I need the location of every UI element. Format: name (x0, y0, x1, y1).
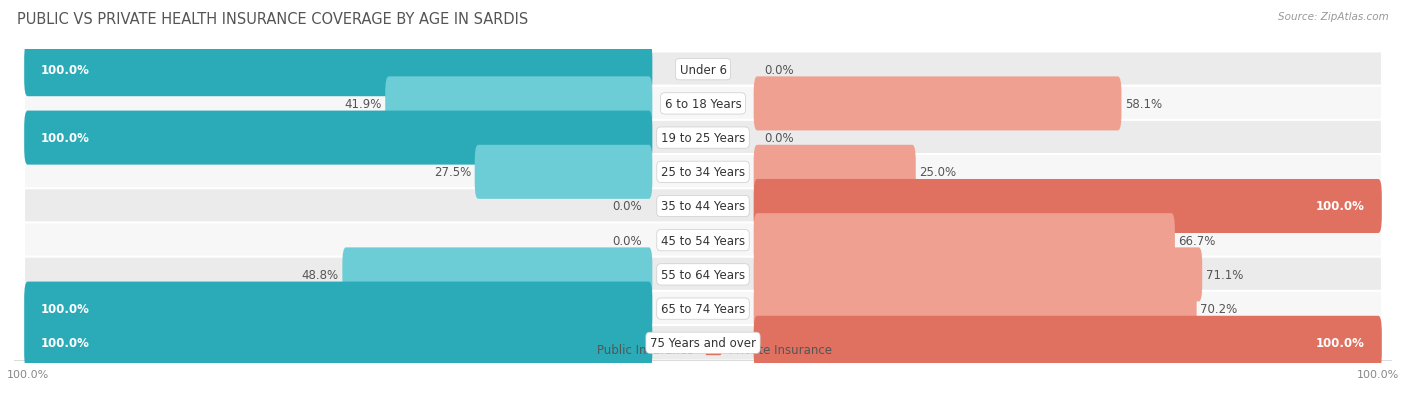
FancyBboxPatch shape (754, 282, 1197, 336)
FancyBboxPatch shape (24, 223, 1382, 259)
Text: 100.0%: 100.0% (41, 64, 90, 76)
FancyBboxPatch shape (24, 257, 1382, 292)
FancyBboxPatch shape (754, 316, 1382, 370)
Text: 25 to 34 Years: 25 to 34 Years (661, 166, 745, 179)
Text: Under 6: Under 6 (679, 64, 727, 76)
Text: 48.8%: 48.8% (302, 268, 339, 281)
Text: 41.9%: 41.9% (344, 97, 382, 111)
Text: 27.5%: 27.5% (434, 166, 471, 179)
FancyBboxPatch shape (24, 112, 652, 165)
Text: 58.1%: 58.1% (1125, 97, 1161, 111)
Text: 100.0%: 100.0% (41, 132, 90, 145)
FancyBboxPatch shape (24, 325, 1382, 361)
Text: 70.2%: 70.2% (1199, 302, 1237, 316)
Text: Source: ZipAtlas.com: Source: ZipAtlas.com (1278, 12, 1389, 22)
Text: 0.0%: 0.0% (613, 200, 643, 213)
Text: 100.0%: 100.0% (41, 302, 90, 316)
Text: 75 Years and over: 75 Years and over (650, 337, 756, 349)
FancyBboxPatch shape (24, 121, 1382, 156)
FancyBboxPatch shape (754, 180, 1382, 233)
Text: 6 to 18 Years: 6 to 18 Years (665, 97, 741, 111)
FancyBboxPatch shape (754, 248, 1202, 301)
Text: 35 to 44 Years: 35 to 44 Years (661, 200, 745, 213)
Text: 100.0%: 100.0% (1316, 337, 1365, 349)
FancyBboxPatch shape (24, 43, 652, 97)
FancyBboxPatch shape (754, 77, 1122, 131)
FancyBboxPatch shape (385, 77, 652, 131)
Text: 65 to 74 Years: 65 to 74 Years (661, 302, 745, 316)
Text: 66.7%: 66.7% (1178, 234, 1216, 247)
FancyBboxPatch shape (24, 282, 652, 336)
FancyBboxPatch shape (475, 145, 652, 199)
FancyBboxPatch shape (24, 52, 1382, 88)
Text: 100.0%: 100.0% (1316, 200, 1365, 213)
Legend: Public Insurance, Private Insurance: Public Insurance, Private Insurance (569, 338, 837, 361)
Text: 45 to 54 Years: 45 to 54 Years (661, 234, 745, 247)
Text: 55 to 64 Years: 55 to 64 Years (661, 268, 745, 281)
FancyBboxPatch shape (24, 86, 1382, 122)
Text: 0.0%: 0.0% (763, 132, 793, 145)
FancyBboxPatch shape (24, 189, 1382, 224)
FancyBboxPatch shape (754, 145, 915, 199)
Text: 19 to 25 Years: 19 to 25 Years (661, 132, 745, 145)
Text: 0.0%: 0.0% (613, 234, 643, 247)
FancyBboxPatch shape (754, 214, 1175, 268)
Text: 25.0%: 25.0% (920, 166, 956, 179)
Text: PUBLIC VS PRIVATE HEALTH INSURANCE COVERAGE BY AGE IN SARDIS: PUBLIC VS PRIVATE HEALTH INSURANCE COVER… (17, 12, 529, 27)
FancyBboxPatch shape (24, 316, 652, 370)
Text: 71.1%: 71.1% (1205, 268, 1243, 281)
Text: 100.0%: 100.0% (41, 337, 90, 349)
Text: 0.0%: 0.0% (763, 64, 793, 76)
FancyBboxPatch shape (24, 154, 1382, 190)
FancyBboxPatch shape (342, 248, 652, 301)
FancyBboxPatch shape (24, 291, 1382, 327)
